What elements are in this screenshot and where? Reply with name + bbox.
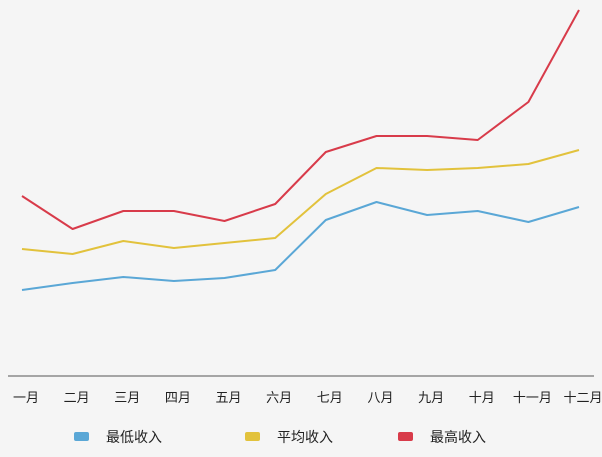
x-tick-label: 二月 xyxy=(64,391,90,406)
series-line-0 xyxy=(21,201,580,291)
x-tick-label: 一月 xyxy=(13,391,39,406)
legend-label: 最高收入 xyxy=(430,429,486,446)
series-line-2 xyxy=(21,9,580,230)
legend-label: 最低收入 xyxy=(106,430,162,446)
legend-swatch xyxy=(398,432,413,441)
legend-item[interactable]: 最高收入 xyxy=(398,429,486,446)
legend-item[interactable]: 平均收入 xyxy=(245,430,333,446)
legend-label: 平均收入 xyxy=(277,430,333,446)
legend: 最低收入 平均收入 最高收入 xyxy=(74,429,486,446)
legend-swatch xyxy=(74,432,89,441)
legend-item[interactable]: 最低收入 xyxy=(74,430,162,446)
x-axis-ticks: 一月 二月 三月 四月 五月 六月 七月 八月 九月 十月 十一月 十二月 xyxy=(13,391,602,406)
x-tick-label: 十二月 xyxy=(563,391,602,406)
x-tick-label: 八月 xyxy=(367,391,393,406)
x-tick-label: 四月 xyxy=(165,391,191,406)
x-tick-label: 六月 xyxy=(266,391,292,406)
x-tick-label: 三月 xyxy=(114,391,140,406)
x-tick-label: 五月 xyxy=(216,391,242,406)
x-tick-label: 十一月 xyxy=(513,391,552,406)
series-line-1 xyxy=(21,149,580,255)
x-tick-label: 九月 xyxy=(418,391,444,406)
series-layer xyxy=(21,9,580,291)
x-tick-label: 七月 xyxy=(317,391,343,406)
x-tick-label: 十月 xyxy=(469,391,495,406)
legend-swatch xyxy=(245,432,260,441)
